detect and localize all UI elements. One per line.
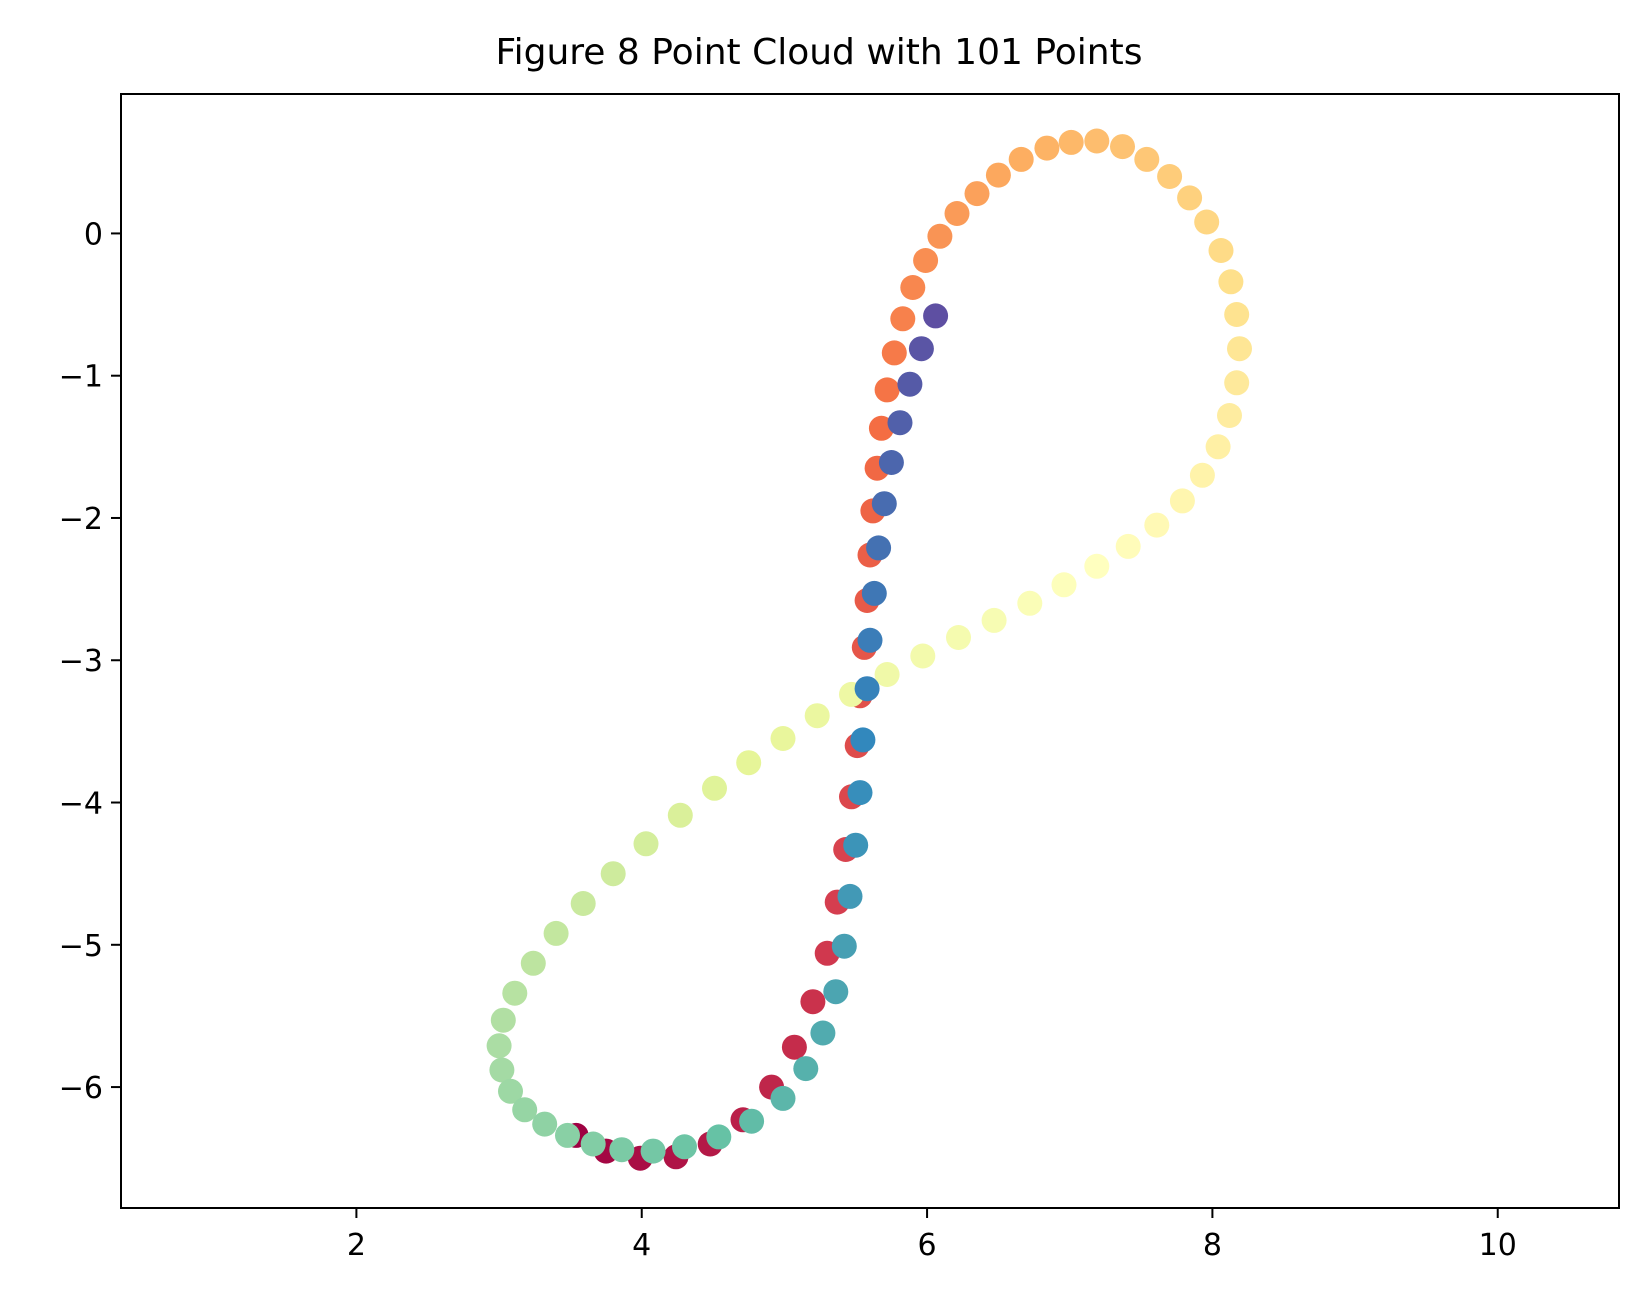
x-tick-label: 4	[632, 1228, 651, 1263]
data-point	[1177, 185, 1203, 211]
data-point	[874, 377, 900, 403]
data-point	[927, 223, 953, 249]
plot-area-frame	[120, 93, 1620, 1209]
data-point	[580, 1131, 606, 1157]
x-axis: 2 4 6 8 10	[347, 1208, 1517, 1263]
data-point	[1224, 302, 1250, 327]
y-tick-label: −2	[59, 502, 103, 537]
data-point	[555, 1122, 580, 1148]
data-point	[1144, 512, 1170, 538]
data-point	[985, 162, 1011, 188]
data-point	[532, 1111, 558, 1137]
data-point	[770, 1085, 796, 1111]
data-point	[810, 1020, 836, 1046]
x-tick-label: 2	[347, 1228, 366, 1263]
data-point	[1205, 434, 1231, 460]
data-point	[1217, 403, 1242, 428]
data-point	[1008, 146, 1034, 172]
y-tick-label: −3	[59, 644, 103, 679]
data-point	[702, 775, 727, 801]
data-point	[800, 989, 826, 1015]
data-point	[600, 861, 626, 887]
x-tick-label: 10	[1479, 1228, 1517, 1263]
data-point	[1034, 135, 1060, 161]
data-point	[946, 625, 971, 650]
data-point	[847, 780, 873, 806]
data-point	[490, 1007, 516, 1033]
data-point	[910, 643, 936, 669]
data-point	[570, 891, 596, 916]
y-tick-label: 0	[84, 217, 103, 252]
data-point	[804, 703, 830, 729]
data-point	[908, 336, 934, 362]
data-point	[1169, 488, 1195, 514]
data-point	[609, 1137, 635, 1163]
data-point	[1084, 553, 1110, 579]
data-point	[489, 1057, 515, 1083]
data-point	[1227, 336, 1252, 362]
data-point	[913, 248, 939, 273]
data-point	[640, 1138, 666, 1164]
data-points	[486, 128, 1252, 1171]
data-point	[887, 410, 913, 436]
data-point	[831, 933, 857, 959]
x-tick-label: 8	[1203, 1228, 1222, 1263]
data-point	[900, 275, 926, 300]
x-tick-label: 6	[918, 1228, 937, 1263]
data-point	[1224, 370, 1250, 396]
data-point	[857, 627, 883, 653]
y-tick-label: −6	[59, 1071, 103, 1106]
data-point	[871, 491, 897, 517]
data-point	[1189, 462, 1215, 488]
data-point	[1084, 128, 1110, 154]
data-point	[944, 201, 970, 226]
data-point	[1017, 590, 1043, 616]
data-point	[1051, 572, 1077, 598]
data-point	[543, 920, 569, 946]
data-point	[823, 979, 849, 1005]
data-point	[770, 726, 796, 751]
data-point	[512, 1097, 538, 1123]
data-point	[706, 1124, 732, 1150]
y-tick-label: −4	[59, 787, 103, 822]
chart-title: Figure 8 Point Cloud with 101 Points	[496, 32, 1143, 73]
data-point	[923, 303, 949, 329]
data-point	[843, 832, 869, 858]
data-point	[739, 1108, 765, 1134]
data-point	[881, 340, 907, 366]
data-point	[793, 1056, 819, 1082]
data-point	[667, 802, 693, 828]
data-point	[878, 450, 904, 475]
data-point	[1115, 533, 1141, 559]
data-point	[1157, 164, 1183, 189]
data-point	[861, 580, 887, 606]
data-point	[964, 181, 990, 207]
data-point	[736, 750, 762, 776]
data-point	[1058, 129, 1084, 155]
data-point	[981, 607, 1007, 633]
data-point	[1208, 238, 1234, 263]
data-point	[854, 676, 880, 702]
data-point	[486, 1033, 512, 1059]
data-point	[850, 727, 876, 753]
data-point	[1218, 269, 1244, 295]
data-point	[633, 831, 659, 857]
data-point	[672, 1134, 697, 1160]
data-point	[874, 662, 900, 687]
data-point	[897, 371, 923, 397]
y-tick-label: −1	[59, 360, 103, 395]
y-tick-label: −5	[59, 929, 103, 964]
data-point	[866, 535, 892, 561]
data-point	[781, 1034, 807, 1060]
data-point	[498, 1078, 523, 1104]
data-point	[837, 883, 863, 909]
y-axis: 0 −1 −2 −3 −4 −5 −6	[59, 217, 121, 1106]
data-point	[1134, 146, 1160, 172]
data-point	[502, 980, 528, 1006]
data-point	[890, 306, 916, 332]
data-point	[1110, 134, 1135, 160]
data-point	[520, 950, 546, 976]
data-point	[1194, 209, 1220, 235]
